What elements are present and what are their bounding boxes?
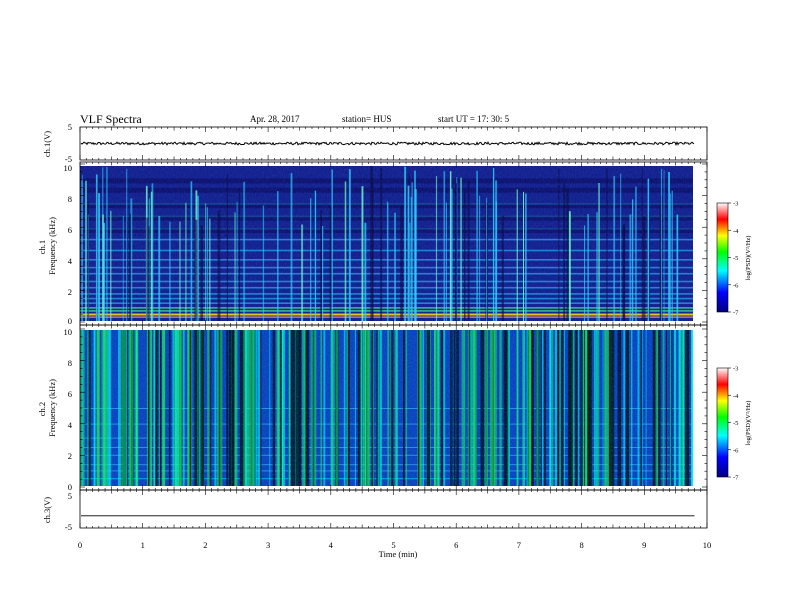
ch1-ytick-6: 6: [68, 225, 72, 235]
time-tick-label: 10: [703, 540, 712, 550]
colorbar-tick-label: -6: [733, 447, 739, 454]
ch1-ylabel-line1: ch.1: [37, 240, 47, 254]
time-tick-label: 5: [391, 540, 395, 550]
ch2-ytick-6: 6: [68, 389, 72, 399]
colorbar-tick-label: -4: [733, 228, 739, 235]
time-tick-label: 8: [579, 540, 583, 550]
time-tick-label: 9: [642, 540, 646, 550]
colorbar-tick-label: -7: [733, 475, 739, 482]
time-tick-label: 3: [266, 540, 270, 550]
ch3-waveform-frame: [79, 489, 708, 529]
ch3-ytick-top: 5: [68, 491, 72, 501]
figure-title: VLF Spectra: [80, 112, 142, 126]
colorbar-tick-label: -4: [733, 393, 739, 400]
ch3-waveform-ylabel: ch.3(V): [42, 497, 52, 523]
ch2-ytick-8: 8: [68, 358, 72, 368]
ch2-ytick-0: 0: [68, 482, 72, 492]
ch1-ytick-bottom: -5: [65, 154, 72, 164]
ch2-spectrogram-ylabel: ch.2 Frequency (kHz): [37, 379, 57, 437]
time-tick-label: 1: [141, 540, 145, 550]
ch1-colorbar: -3 -4 -5 -6 -7 log(PSD)(V²/Hz): [716, 201, 752, 317]
ch2-ytick-4: 4: [68, 420, 73, 430]
ch2-ylabel-line2: Frequency (kHz): [47, 379, 57, 437]
ch2-colorbar-label: log(PSD)(V²/Hz): [745, 401, 752, 446]
ch1-colorbar-label: log(PSD)(V²/Hz): [745, 236, 752, 281]
header-start-time: start UT = 17: 30: 5: [438, 114, 510, 124]
time-axis-tick-labels: 0 1 2 3 4 5 6 7 8 9 10: [78, 540, 711, 550]
ch1-ytick-2: 2: [68, 287, 72, 297]
ch2-freq-ticks: [80, 328, 707, 488]
ch1-colorbar-gradient: [716, 202, 729, 313]
ch1-spectrogram-texture: [80, 166, 693, 321]
header-date: Apr. 28, 2017: [250, 114, 300, 124]
ch2-spectrogram-panel: 0 2 4 6 8 10 ch.2 Frequency (kHz): [37, 324, 708, 492]
colorbar-tick-label: -6: [733, 282, 739, 289]
ch3-ytick-bottom: -5: [65, 522, 72, 532]
time-axis-label: Time (min): [379, 549, 418, 559]
colorbar-tick-label: -5: [733, 255, 738, 262]
ch1-colorbar-ticks: -3 -4 -5 -6 -7: [728, 201, 739, 317]
colorbar-tick-label: -7: [733, 310, 739, 317]
time-tick-label: 0: [78, 540, 82, 550]
time-tick-label: 4: [329, 540, 334, 550]
ch1-waveform-trace: [80, 141, 695, 147]
time-tick-label: 2: [203, 540, 207, 550]
ch1-ytick-0: 0: [68, 316, 72, 326]
ch2-ylabel-line1: ch.2: [37, 402, 47, 416]
ch1-spectrogram-ylabel: ch.1 Frequency (kHz): [37, 217, 57, 275]
colorbar-tick-label: -3: [733, 201, 738, 208]
ch1-freq-ticks: [80, 163, 707, 323]
colorbar-tick-label: -3: [733, 366, 738, 373]
colorbar-tick-label: -5: [733, 420, 738, 427]
ch1-waveform-ylabel: ch.1(V): [42, 131, 52, 157]
no-data-region: [694, 166, 707, 321]
ch1-ytick-4: 4: [68, 256, 73, 266]
ch1-ylabel-line2: Frequency (kHz): [47, 217, 57, 275]
time-axis-ticks: [79, 127, 708, 528]
ch2-ytick-10: 10: [64, 327, 73, 337]
ch1-spectrogram-panel: 0 2 4 6 8 10 ch.1 Frequency (kHz): [37, 161, 708, 326]
time-tick-label: 6: [454, 540, 458, 550]
ch1-ytick-10: 10: [64, 163, 73, 173]
header-station: station= HUS: [342, 114, 391, 124]
ch2-colorbar-gradient: [716, 367, 729, 478]
ch3-waveform-panel: 5 -5 ch.3(V): [42, 489, 708, 532]
ch2-ytick-2: 2: [68, 451, 72, 461]
time-tick-label: 7: [517, 540, 521, 550]
ch2-colorbar-ticks: -3 -4 -5 -6 -7: [728, 366, 739, 482]
ch1-ytick-8: 8: [68, 194, 72, 204]
ch1-ytick-top: 5: [68, 122, 72, 132]
ch2-colorbar: -3 -4 -5 -6 -7 log(PSD)(V²/Hz): [716, 366, 752, 482]
ch2-spectrogram-texture: [80, 330, 693, 486]
